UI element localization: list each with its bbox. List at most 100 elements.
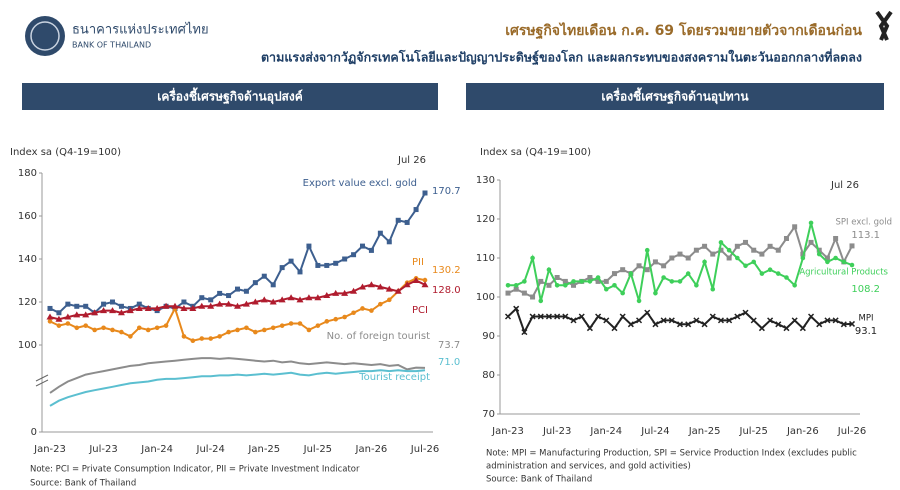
y-tick-label: 120 xyxy=(18,297,37,308)
point xyxy=(717,317,724,324)
point xyxy=(751,247,757,253)
point xyxy=(792,283,797,288)
point xyxy=(297,269,303,275)
point xyxy=(587,275,593,280)
point xyxy=(783,236,789,241)
x-tick-label: Jul-24 xyxy=(640,426,669,437)
point xyxy=(718,240,724,245)
point xyxy=(676,321,684,328)
point xyxy=(378,301,383,307)
axis-title: Index sa (Q4-19=100) xyxy=(10,147,121,158)
point xyxy=(421,281,429,288)
point xyxy=(208,297,214,303)
point xyxy=(554,275,560,280)
point xyxy=(595,313,602,320)
point xyxy=(288,321,294,326)
point xyxy=(198,302,206,309)
point xyxy=(767,243,773,249)
point xyxy=(578,313,585,320)
point xyxy=(652,259,658,265)
point xyxy=(117,309,125,316)
data-label: 71.0 xyxy=(438,357,460,368)
point xyxy=(324,319,330,324)
data-label: 113.1 xyxy=(851,230,880,241)
point xyxy=(668,317,675,324)
point xyxy=(287,294,295,301)
point xyxy=(751,259,757,265)
point xyxy=(816,247,822,253)
headline: เศรษฐกิจไทยเดือน ก.ค. 69 โดยรวมขยายตัวจา… xyxy=(505,21,862,40)
x-tick-label: Jan-26 xyxy=(786,426,819,437)
series-label: PII xyxy=(412,257,424,268)
series-label: MPI xyxy=(859,314,874,324)
point xyxy=(521,329,528,336)
point xyxy=(816,321,823,328)
point xyxy=(269,298,277,305)
point xyxy=(235,286,240,292)
point xyxy=(83,303,89,309)
series-line xyxy=(49,357,426,394)
point xyxy=(530,294,536,300)
point xyxy=(56,310,62,316)
source: Source: Bank of Thailand xyxy=(30,479,136,489)
point xyxy=(404,219,410,225)
point xyxy=(840,321,847,328)
axis-title: Index sa (Q4-19=100) xyxy=(480,147,591,158)
series-line xyxy=(49,369,426,407)
logo-ring xyxy=(30,21,60,51)
point xyxy=(562,313,569,320)
point xyxy=(422,190,428,196)
point xyxy=(226,329,231,335)
point xyxy=(260,296,268,303)
point xyxy=(110,299,115,305)
point xyxy=(65,321,71,326)
point xyxy=(612,283,617,288)
point xyxy=(305,294,313,301)
point xyxy=(538,278,544,284)
y-tick-label: 110 xyxy=(476,253,495,264)
x-tick-label: Jan-24 xyxy=(589,426,622,437)
point xyxy=(677,251,683,257)
x-tick-label: Jan-24 xyxy=(140,444,173,455)
point xyxy=(171,302,179,309)
point xyxy=(180,304,188,311)
point xyxy=(799,325,806,332)
point xyxy=(685,321,692,328)
y-tick-label: 100 xyxy=(476,292,495,303)
x-tick-label: Jul-24 xyxy=(196,444,225,455)
point xyxy=(735,255,740,261)
org-name-en: BANK OF THAILAND xyxy=(72,41,151,50)
point xyxy=(297,321,303,326)
point xyxy=(669,279,675,284)
point xyxy=(554,283,560,288)
point xyxy=(792,224,798,230)
point xyxy=(653,290,658,296)
point xyxy=(767,267,773,273)
x-tick-label: Jul-25 xyxy=(739,426,768,437)
point xyxy=(702,243,708,249)
note: administration and services, and gold ac… xyxy=(486,462,691,472)
y-tick-label: 180 xyxy=(18,168,37,179)
point xyxy=(369,308,374,313)
point xyxy=(217,290,223,296)
point xyxy=(710,286,716,292)
data-label: 108.2 xyxy=(851,284,880,295)
point xyxy=(546,267,552,273)
point xyxy=(252,280,258,286)
point xyxy=(603,317,610,324)
y-tick-label: 140 xyxy=(18,254,37,265)
point xyxy=(216,300,224,307)
subheadline: ตามแรงส่งจากวัฏจักรเทคโนโลยีและปัญญาประด… xyxy=(261,49,862,66)
point xyxy=(279,323,285,328)
y-tick-label: 120 xyxy=(476,214,495,225)
point xyxy=(190,338,196,344)
point xyxy=(726,317,733,324)
point xyxy=(386,297,392,303)
note: Note: MPI = Manufacturing Production, SP… xyxy=(486,449,857,459)
point xyxy=(545,313,552,320)
point xyxy=(587,279,593,284)
point xyxy=(367,281,375,288)
point xyxy=(351,310,356,316)
series-label: Tourist receipt xyxy=(358,372,430,383)
